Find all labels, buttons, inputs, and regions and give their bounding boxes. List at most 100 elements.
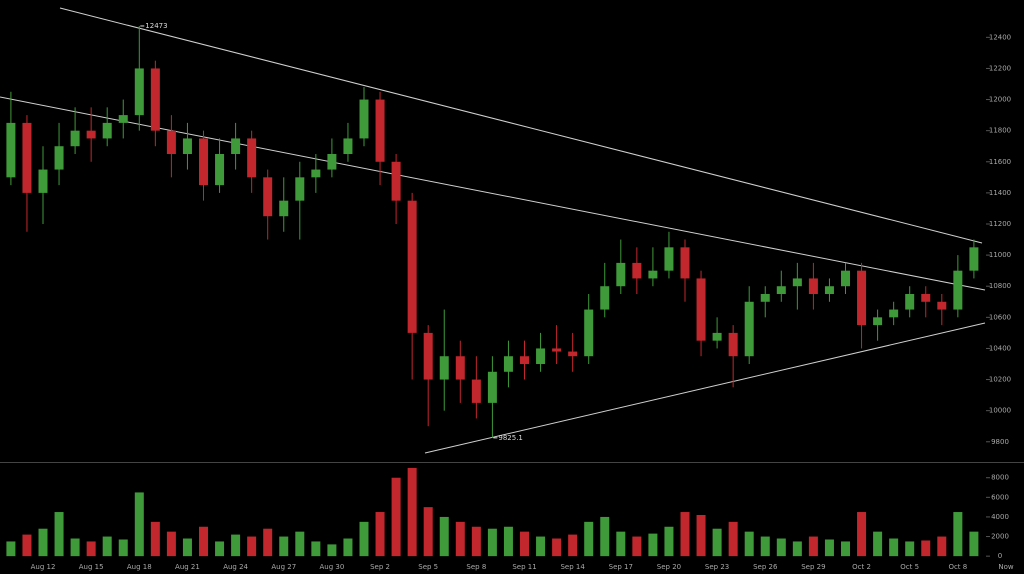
volume-bar [343,538,353,557]
volume-bar [632,536,642,557]
y-tick-label: 9800 [991,438,1009,446]
volume-bar [150,521,160,557]
volume-bar [295,531,305,557]
candle-body [632,262,642,279]
volume-bar [921,540,931,557]
candle-body [873,317,883,326]
candle-body [231,138,241,154]
y-tick-label: 10800 [989,282,1011,290]
trend-line [59,7,983,244]
low-label: 9825.1 [498,434,523,442]
x-tick-label: Sep 26 [753,563,778,571]
volume-bar [38,528,48,557]
x-tick-label: Aug 27 [271,563,296,571]
volume-bar [166,531,176,557]
x-tick-label: Aug 15 [79,563,104,571]
x-tick-label: Aug 24 [223,563,248,571]
candle-body [343,138,353,154]
volume-bar [648,533,658,557]
candle-body [263,177,273,217]
volume-bar [536,536,546,557]
y-tick-label: 10200 [989,376,1011,384]
trend-line [0,96,986,291]
candle-body [54,146,64,170]
volume-bar [600,516,610,557]
candle-body [375,99,385,162]
volume-bar [808,536,818,557]
y-tick-label: 10600 [989,313,1011,321]
x-tick-label: Sep 2 [370,563,390,571]
volume-bar [520,531,529,557]
volume-bar [792,541,802,557]
candle-body [134,68,144,116]
x-tick-label: Now [998,563,1014,571]
volume-bar [247,536,257,557]
volume-bar [503,526,513,557]
candle-body [889,309,899,318]
volume-bar [231,534,241,557]
candle-body [648,270,658,279]
volume-bar [86,541,96,557]
candle-body [150,68,160,131]
volume-bar [776,538,786,557]
y-tick-label: 11200 [989,220,1011,228]
candle-body [857,270,867,326]
candle-body [536,348,546,364]
candle-body [487,371,497,403]
y-tick-label: 11000 [989,251,1011,259]
y-tick-label: 12400 [989,33,1011,41]
y-tick-label: 12200 [989,64,1011,72]
volume-bar [70,538,80,557]
high-label: 12473 [145,22,167,30]
volume-bar [22,534,32,557]
volume-bar [391,477,401,557]
candle-body [359,99,369,139]
volume-bar [889,538,899,557]
y-tick-label: 11800 [989,127,1011,135]
volume-bar [584,521,594,557]
x-tick-label: Sep 20 [657,563,681,571]
candle-body [70,130,80,147]
y-tick-label: 11400 [989,189,1011,197]
volume-bar [182,538,192,557]
x-tick-label: Aug 18 [127,563,152,571]
volume-bar [199,526,208,557]
candle-body [584,309,594,357]
candle-body [600,286,610,310]
volume-bar [215,541,225,557]
candle-body [38,169,48,193]
volume-bar [118,539,128,557]
y-tick-label: 10000 [989,407,1011,415]
candle-body [824,286,834,294]
volume-bar [359,521,369,557]
volume-bar [857,512,867,557]
trend-line [424,322,986,454]
volume-bar [552,538,562,557]
candle-body [439,356,449,380]
y-tick-label: 12000 [989,96,1011,104]
y-tick-label: 10400 [989,344,1011,352]
candle-body [118,115,128,123]
candle-body [664,247,674,271]
volume-tick-label: 4000 [991,513,1009,521]
volume-bar [471,526,481,557]
x-tick-label: Sep 11 [512,563,536,571]
volume-bar [937,536,947,557]
x-tick-label: Oct 2 [852,563,871,571]
candle-body [166,130,176,154]
volume-bar [824,539,834,557]
volume-bar [439,516,449,557]
volume-bar [134,492,144,557]
candle-body [407,200,417,333]
candle-body [102,122,112,139]
candle-body [391,161,401,201]
volume-bar [760,536,770,557]
candle-body [808,278,818,294]
volume-bar [712,528,722,557]
candle-body [680,247,690,279]
candle-body [760,294,770,302]
volume-bar [744,531,754,557]
volume-tick-label: 6000 [991,493,1009,501]
volume-bar [616,531,626,557]
